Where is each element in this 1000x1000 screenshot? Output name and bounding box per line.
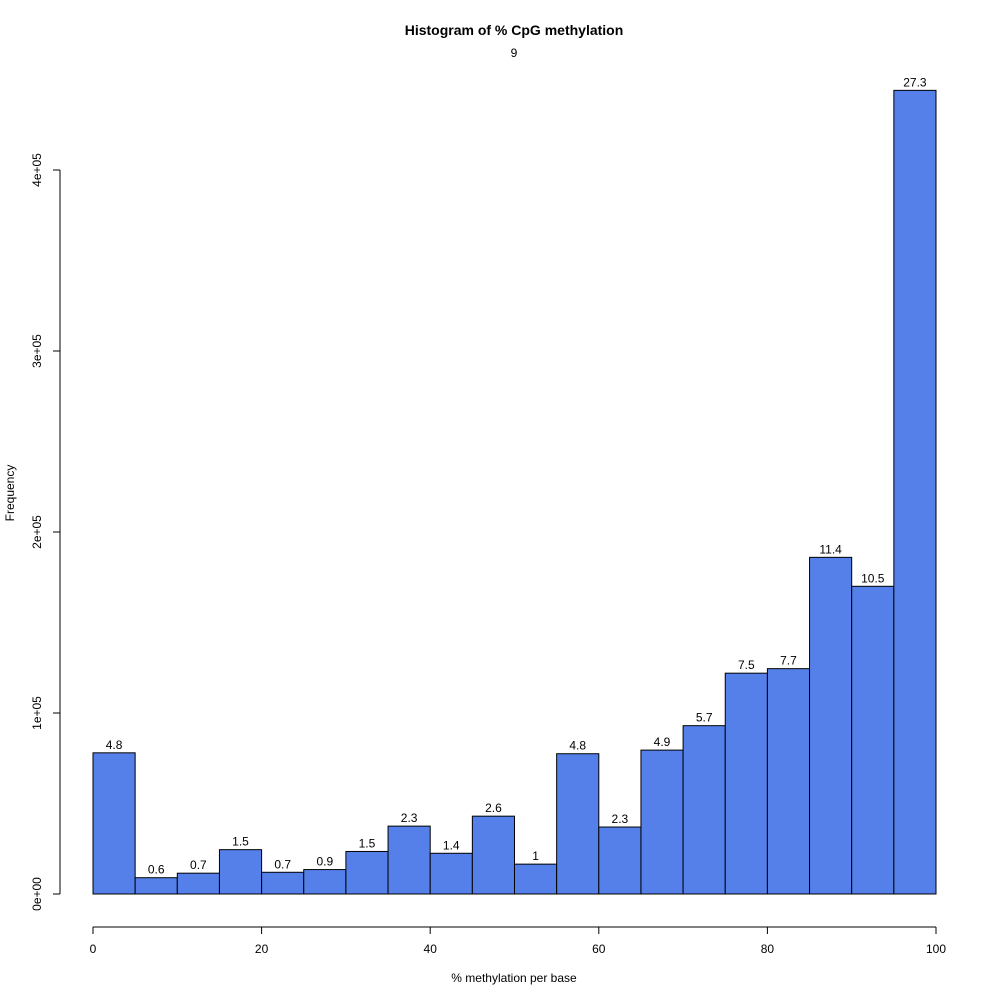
histogram-bar <box>809 556 853 895</box>
x-tick-label: 80 <box>761 942 775 956</box>
y-tick-label: 2e+05 <box>30 515 44 549</box>
x-axis-label: % methylation per base <box>451 971 577 985</box>
chart-subtitle: 9 <box>511 46 518 60</box>
bar-value-label: 0.9 <box>316 855 333 869</box>
x-tick-label: 20 <box>255 942 269 956</box>
bar-value-label: 11.4 <box>819 542 842 556</box>
bar-value-label: 27.3 <box>903 75 927 89</box>
y-axis-label: Frequency <box>3 465 17 522</box>
bar-value-label: 2.3 <box>401 811 418 825</box>
bar-value-label: 1.4 <box>443 838 460 852</box>
histogram-bar <box>471 815 516 895</box>
histogram-bar <box>514 863 558 895</box>
x-tick-label: 60 <box>592 942 606 956</box>
histogram-bar <box>893 89 937 895</box>
y-tick-label: 0e+00 <box>30 877 44 911</box>
bar-value-label: 2.6 <box>485 801 502 815</box>
x-axis: 0 20 40 60 80 100 <box>90 926 946 956</box>
histogram-bar <box>640 749 684 895</box>
y-tick-label: 3e+05 <box>30 334 44 368</box>
histogram-bar <box>598 826 642 895</box>
bar-value-label: 4.8 <box>569 739 586 753</box>
bar-labels-group: 4.8 0.6 0.7 1.5 0.7 0.9 1.5 2.3 1.4 2.6 1 4.8 2.3 4.9… <box>106 75 927 876</box>
bar-value-label: 1 <box>532 849 539 863</box>
x-tick-label: 0 <box>90 942 97 956</box>
bar-value-label: 2.3 <box>612 812 629 826</box>
x-tick-label: 100 <box>926 942 946 956</box>
histogram-bar <box>556 753 600 895</box>
bar-value-label: 4.8 <box>106 738 123 752</box>
histogram-bar <box>429 852 473 895</box>
histogram-bar <box>345 850 389 895</box>
histogram-bar <box>218 849 263 895</box>
histogram-bar <box>387 825 431 895</box>
histogram-bar <box>134 877 178 895</box>
histogram-bar <box>851 585 895 895</box>
bar-value-label: 7.7 <box>780 654 797 668</box>
bars-group <box>92 89 937 895</box>
bar-value-label: 0.7 <box>274 857 291 871</box>
x-tick-label: 40 <box>424 942 438 956</box>
bar-value-label: 7.5 <box>738 658 755 672</box>
bar-value-label: 0.6 <box>148 863 165 877</box>
histogram-bar <box>303 869 347 895</box>
chart-title: Histogram of % CpG methylation <box>405 22 624 38</box>
bar-value-label: 10.5 <box>861 571 885 585</box>
histogram-bar <box>682 725 726 895</box>
histogram-bar <box>92 752 136 895</box>
y-tick-label: 1e+05 <box>30 696 44 730</box>
y-axis: 0e+00 1e+05 2e+05 3e+05 4e+05 <box>30 153 61 911</box>
histogram-bar <box>766 668 811 895</box>
histogram-bar <box>261 871 305 895</box>
bar-value-label: 1.5 <box>232 835 249 849</box>
histogram-bar <box>724 672 768 895</box>
histogram-bar <box>176 872 220 895</box>
bar-value-label: 0.7 <box>190 858 207 872</box>
bar-value-label: 1.5 <box>359 836 376 850</box>
bar-value-label: 5.7 <box>696 711 713 725</box>
y-tick-label: 4e+05 <box>30 153 44 187</box>
bar-value-label: 4.9 <box>654 735 671 749</box>
